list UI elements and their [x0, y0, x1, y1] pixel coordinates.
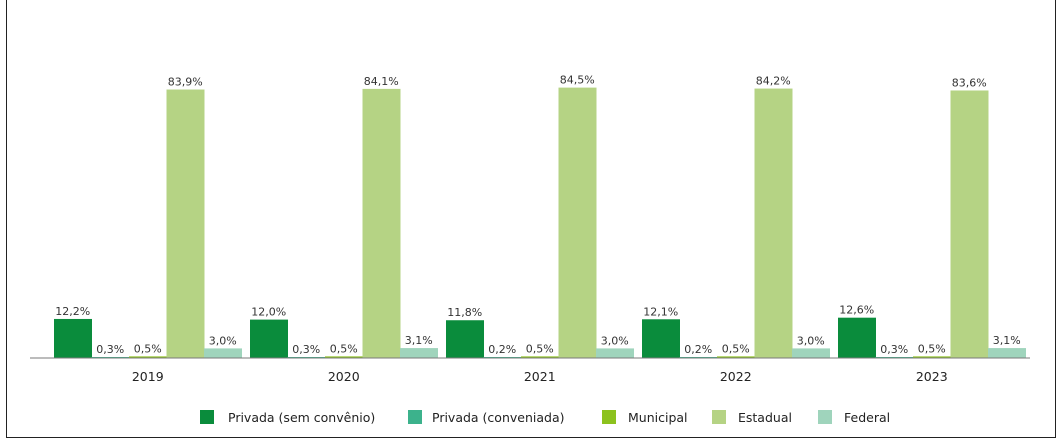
bar-2022-series-3: [754, 88, 793, 358]
bar-2020-series-3: [362, 88, 401, 358]
bar-2020-series-2: [325, 356, 363, 358]
data-label: 0,3%: [880, 343, 908, 356]
data-label: 3,1%: [993, 334, 1021, 347]
data-label: 12,1%: [643, 305, 678, 318]
legend-swatch-1: [408, 410, 422, 424]
data-label: 0,5%: [330, 342, 358, 355]
data-label: 3,0%: [209, 334, 237, 347]
bar-2023-series-0: [838, 317, 876, 358]
legend-swatch-2: [602, 410, 616, 424]
data-label: 0,3%: [292, 343, 320, 356]
legend-swatch-0: [200, 410, 214, 424]
legend-swatch-4: [818, 410, 832, 424]
legend-label-3: Estadual: [738, 410, 792, 425]
data-label: 0,5%: [722, 342, 750, 355]
data-label: 0,5%: [526, 342, 554, 355]
data-label: 83,6%: [952, 76, 987, 89]
bars-layer: [54, 87, 1026, 359]
data-label: 84,2%: [756, 75, 791, 88]
bar-2021-series-2: [521, 356, 559, 358]
legend-label-2: Municipal: [628, 410, 688, 425]
bar-2023-series-2: [913, 356, 951, 358]
bar-2022-series-2: [717, 356, 755, 358]
x-tick-label: 2022: [720, 369, 752, 384]
legend: Privada (sem convênio) Privada (conveniad…: [200, 410, 890, 425]
data-label: 3,0%: [601, 334, 629, 347]
data-label: 3,1%: [405, 334, 433, 347]
bar-2023-series-3: [950, 90, 989, 358]
data-label: 0,2%: [684, 343, 712, 356]
x-tick-label: 2021: [524, 369, 556, 384]
x-tick-label: 2019: [132, 369, 164, 384]
legend-swatch-3: [712, 410, 726, 424]
bar-2021-series-0: [446, 320, 484, 358]
bar-2019-series-2: [129, 356, 167, 358]
bar-2020-series-0: [250, 319, 288, 358]
x-tick-label: 2020: [328, 369, 360, 384]
legend-label-1: Privada (conveniada): [432, 410, 565, 425]
data-label: 0,5%: [134, 342, 162, 355]
bar-2019-series-3: [166, 89, 205, 359]
data-label: 0,2%: [488, 343, 516, 356]
x-ticks-layer: 2019 2020 2021 2022 2023: [132, 369, 948, 384]
data-label: 0,3%: [96, 343, 124, 356]
bar-2020-series-4: [400, 348, 438, 358]
bar-2019-series-4: [204, 348, 242, 358]
legend-label-4: Federal: [844, 410, 890, 425]
data-labels-layer: 12,2% 0,3% 0,5% 83,9% 3,0% 12,0% 0,3% 0,5% 84,1%…: [55, 74, 1020, 356]
data-label: 84,1%: [364, 75, 399, 88]
data-label: 12,0%: [251, 306, 286, 319]
bar-2023-series-4: [988, 348, 1026, 358]
bar-2022-series-0: [642, 319, 680, 358]
bar-2021-series-4: [596, 348, 634, 358]
legend-label-0: Privada (sem convênio): [228, 410, 375, 425]
data-label: 12,2%: [55, 305, 90, 318]
bar-2019-series-0: [54, 318, 92, 358]
data-label: 11,8%: [447, 306, 482, 319]
bar-2021-series-3: [558, 87, 597, 358]
data-label: 83,9%: [168, 76, 203, 89]
x-tick-label: 2023: [916, 369, 948, 384]
data-label: 3,0%: [797, 334, 825, 347]
data-label: 0,5%: [918, 342, 946, 355]
bar-2022-series-4: [792, 348, 830, 358]
data-label: 84,5%: [560, 74, 595, 87]
data-label: 12,6%: [839, 304, 874, 317]
